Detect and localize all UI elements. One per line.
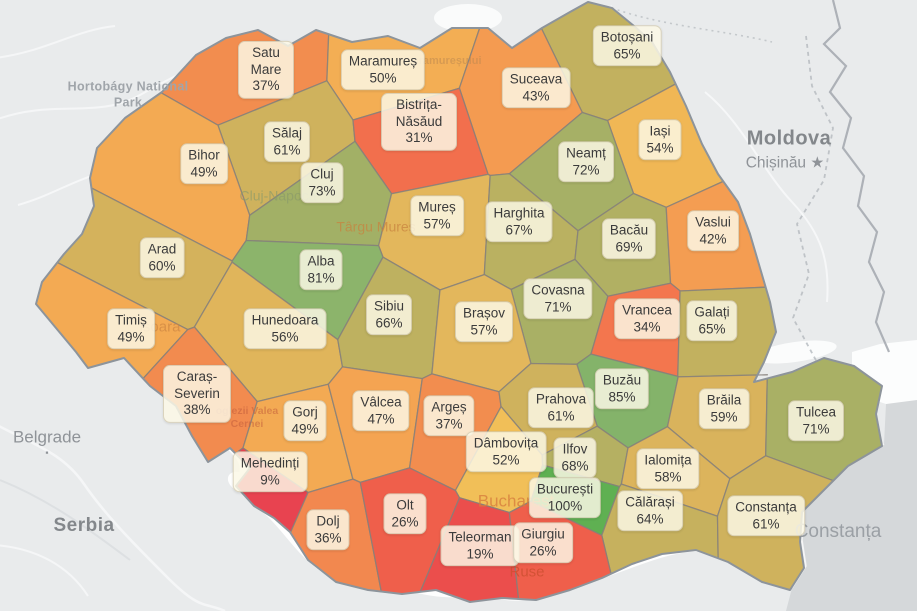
dashed-border [792,35,834,365]
neighbor-country-borders [611,0,891,365]
moldova-ukraine-border [822,0,891,353]
county-galati[interactable]: Galați 65% [677,286,777,378]
delta-channel [753,340,837,364]
northern-water-patch [434,4,502,32]
black-sea [786,398,917,611]
dotted-border [611,7,773,43]
romania-outline-layer [35,1,883,603]
romania-outline [35,1,883,603]
